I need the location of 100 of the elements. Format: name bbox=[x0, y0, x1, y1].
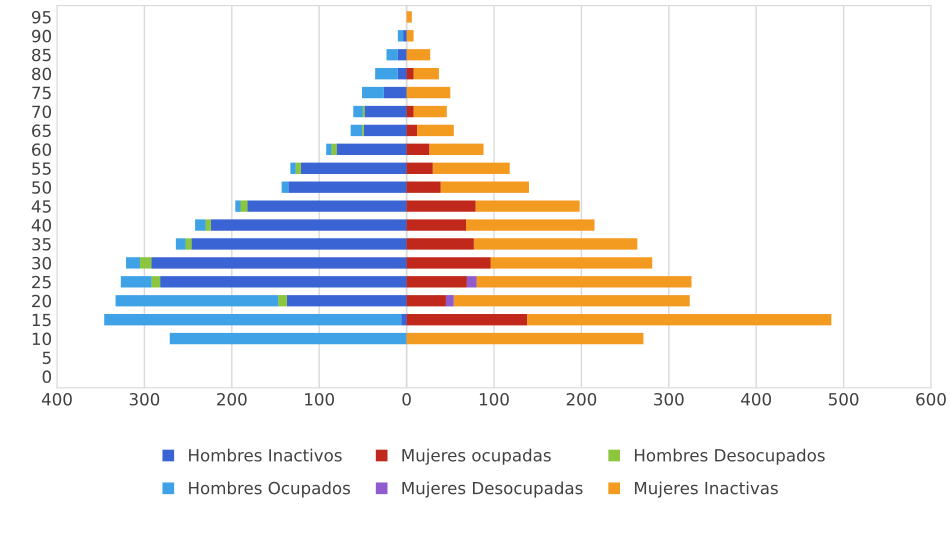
bar bbox=[406, 144, 430, 156]
bar bbox=[406, 124, 418, 136]
y-tick-label: 90 bbox=[32, 30, 52, 42]
x-tick-label: 200 bbox=[217, 392, 247, 406]
bar bbox=[414, 68, 439, 80]
bar bbox=[375, 68, 398, 80]
y-tick-label: 15 bbox=[32, 314, 51, 326]
y-tick-label: 70 bbox=[32, 105, 52, 118]
y-tick-label: 5 bbox=[42, 352, 51, 364]
bar bbox=[195, 219, 206, 231]
bar bbox=[290, 162, 296, 174]
bar bbox=[406, 30, 414, 42]
bar bbox=[206, 219, 211, 231]
x-tick-label: 400 bbox=[741, 392, 771, 406]
bar bbox=[185, 238, 192, 250]
y-tick-label: 80 bbox=[32, 68, 52, 80]
legend-label: Hombres Desocupados bbox=[634, 448, 825, 465]
legend-label: Mujeres Desocupadas bbox=[402, 481, 583, 498]
bar bbox=[466, 219, 595, 231]
x-tick-label: 300 bbox=[654, 392, 684, 406]
bar bbox=[406, 238, 474, 250]
bar bbox=[406, 182, 441, 193]
bar bbox=[432, 162, 510, 174]
legend-label: Hombres Inactivos bbox=[189, 448, 342, 462]
bar bbox=[406, 162, 433, 174]
x-tick-label: 100 bbox=[305, 392, 334, 406]
bar bbox=[326, 144, 332, 156]
x-tick-label: 100 bbox=[480, 392, 509, 406]
x-tick-label: 400 bbox=[42, 392, 72, 406]
bar bbox=[151, 276, 160, 288]
bar bbox=[126, 257, 140, 269]
y-tick-label: 60 bbox=[32, 143, 52, 156]
bar bbox=[116, 295, 278, 306]
bar bbox=[364, 124, 407, 136]
bar bbox=[120, 276, 152, 288]
bar bbox=[446, 295, 454, 306]
bar bbox=[140, 257, 152, 269]
bar bbox=[104, 314, 402, 326]
y-tick-label: 0 bbox=[42, 370, 52, 384]
bar bbox=[406, 11, 412, 23]
bar bbox=[406, 276, 467, 288]
bar bbox=[176, 238, 186, 250]
bar bbox=[362, 86, 384, 98]
bar bbox=[406, 86, 450, 98]
bar bbox=[474, 238, 638, 250]
bar bbox=[454, 295, 690, 306]
bar bbox=[398, 30, 404, 42]
bar bbox=[466, 276, 477, 288]
bar bbox=[350, 124, 362, 136]
bar bbox=[384, 86, 407, 98]
bar bbox=[398, 68, 407, 80]
bar bbox=[282, 182, 289, 193]
y-tick-label: 65 bbox=[32, 124, 51, 138]
x-tick-label: 0 bbox=[402, 392, 411, 406]
y-tick-label: 30 bbox=[32, 256, 52, 270]
y-tick-label: 50 bbox=[32, 181, 52, 194]
bar bbox=[406, 49, 430, 60]
x-tick-label: 600 bbox=[916, 392, 946, 406]
bar bbox=[278, 295, 287, 306]
bar bbox=[406, 68, 414, 80]
bar bbox=[414, 106, 447, 118]
legend-label: Mujeres Inactivas bbox=[634, 481, 778, 498]
bar bbox=[398, 49, 407, 60]
bar bbox=[406, 295, 446, 306]
y-tick-label: 40 bbox=[32, 219, 52, 232]
bar bbox=[300, 162, 407, 174]
bar bbox=[406, 106, 414, 118]
bar bbox=[403, 30, 407, 42]
bar bbox=[429, 144, 484, 156]
y-tick-label: 95 bbox=[32, 10, 51, 24]
bar bbox=[192, 238, 407, 250]
y-tick-label: 35 bbox=[32, 238, 51, 251]
y-tick-label: 85 bbox=[32, 48, 51, 62]
bar bbox=[406, 200, 476, 212]
y-tick-label: 45 bbox=[32, 200, 51, 213]
bar bbox=[170, 332, 407, 344]
bar bbox=[235, 200, 241, 212]
bar bbox=[476, 276, 692, 288]
legend-label: Mujeres ocupadas bbox=[402, 448, 551, 465]
bar bbox=[364, 106, 407, 118]
bar bbox=[151, 257, 407, 269]
x-tick-label: 500 bbox=[828, 392, 858, 406]
y-tick-label: 55 bbox=[32, 162, 51, 175]
bar bbox=[440, 182, 529, 193]
x-tick-label: 300 bbox=[130, 392, 160, 406]
bar bbox=[336, 144, 407, 156]
bar bbox=[386, 49, 398, 60]
bar bbox=[210, 219, 407, 231]
bar bbox=[353, 106, 363, 118]
bar bbox=[286, 295, 407, 306]
y-tick-label: 20 bbox=[32, 294, 52, 308]
legend-label: Hombres Ocupados bbox=[189, 481, 350, 498]
bar bbox=[288, 182, 407, 193]
bar bbox=[476, 200, 580, 212]
bar bbox=[406, 257, 491, 269]
bar bbox=[527, 314, 832, 326]
bar bbox=[248, 200, 407, 212]
bar bbox=[331, 144, 337, 156]
bar bbox=[296, 162, 301, 174]
x-tick-label: 200 bbox=[566, 392, 596, 406]
